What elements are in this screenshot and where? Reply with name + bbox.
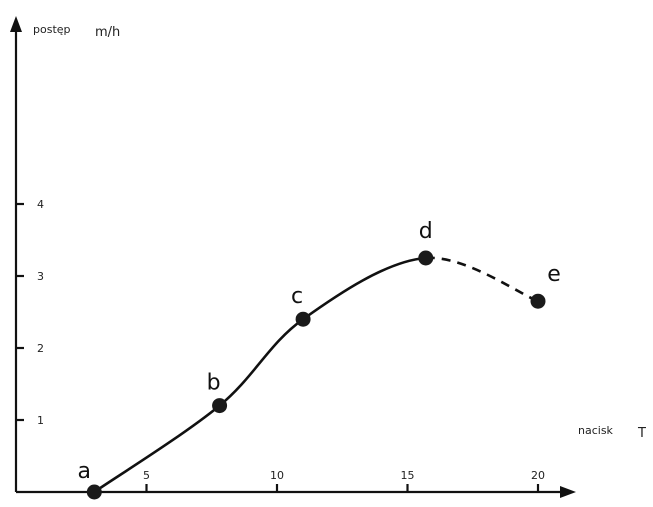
- x-axis-arrow: [560, 486, 576, 498]
- axes: [10, 16, 576, 498]
- x-axis-unit: T: [637, 426, 646, 441]
- data-point-b: [212, 398, 228, 414]
- x-tick-label: 10: [270, 469, 284, 482]
- y-tick-label: 2: [37, 342, 44, 355]
- y-axis-arrow: [10, 16, 22, 32]
- ticks: 5 10 15 20 1 2 3 4: [16, 198, 545, 492]
- data-label-a: a: [78, 459, 91, 484]
- series-line-solid: [93, 256, 426, 494]
- y-tick-label: 4: [37, 198, 44, 211]
- y-tick-label: 1: [37, 414, 44, 427]
- data-label-b: b: [207, 371, 221, 396]
- data-point-e: [530, 293, 546, 309]
- x-tick-label: 15: [401, 469, 415, 482]
- x-tick-label: 20: [531, 469, 545, 482]
- data-point-c: [295, 311, 311, 327]
- y-axis-label: postęp: [33, 23, 71, 36]
- data-point-d: [418, 250, 434, 266]
- y-tick-label: 3: [37, 270, 44, 283]
- y-axis-unit: m/h: [95, 25, 120, 40]
- x-axis-label: nacisk: [578, 424, 614, 437]
- series: [93, 256, 539, 494]
- data-label-d: d: [419, 219, 433, 244]
- x-tick-label: 5: [143, 469, 150, 482]
- data-label-e: e: [547, 262, 561, 287]
- data-points: a b c d e: [78, 219, 561, 500]
- data-point-a: [86, 484, 102, 500]
- series-line-dashed: [425, 256, 539, 303]
- data-label-c: c: [291, 284, 303, 309]
